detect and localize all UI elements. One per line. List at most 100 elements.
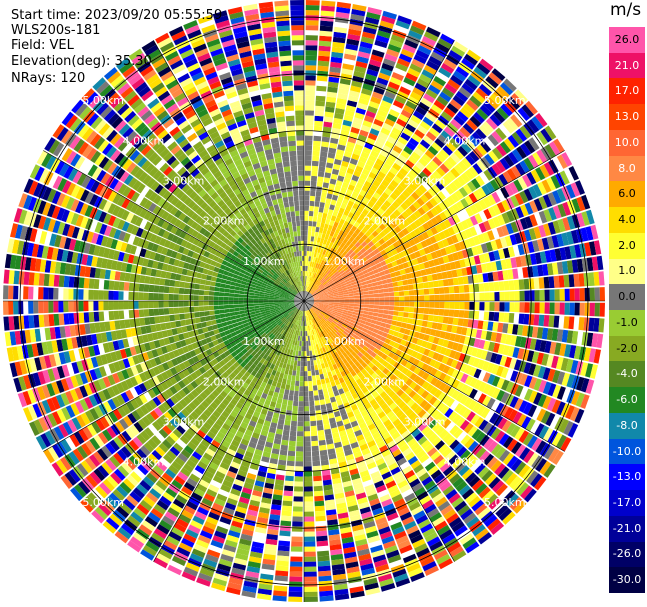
velocity-gate [449,99,462,110]
velocity-gate [233,293,240,298]
velocity-gate [366,68,379,77]
velocity-gate [225,316,232,322]
velocity-gate [128,291,134,300]
velocity-gate [305,291,308,297]
velocity-gate [389,76,402,86]
velocity-gate [318,40,332,47]
velocity-gate [538,224,547,238]
velocity-gate [317,247,322,254]
velocity-gate [482,232,491,243]
velocity-gate [425,112,437,123]
velocity-gate [524,290,530,301]
velocity-gate [364,192,373,200]
velocity-gate [313,297,319,299]
velocity-gate [546,177,557,191]
velocity-gate [524,202,534,215]
velocity-gate [249,202,257,210]
velocity-gate [394,225,402,234]
velocity-gate [343,177,351,184]
velocity-gate [388,81,400,91]
velocity-gate [168,301,174,308]
velocity-gate [214,117,225,127]
velocity-gate [386,113,398,123]
velocity-gate [476,264,483,274]
velocity-gate [179,101,192,111]
velocity-gate [256,216,263,223]
velocity-gate [293,231,298,237]
velocity-gate [322,290,328,294]
velocity-gate [298,266,301,272]
velocity-gate [295,266,298,272]
velocity-gate [170,321,177,329]
velocity-gate [449,294,455,301]
velocity-gate [309,200,315,207]
velocity-gate [544,289,550,301]
velocity-gate [467,74,481,87]
velocity-gate [317,171,325,178]
velocity-gate [378,131,389,141]
velocity-gate [389,296,395,301]
velocity-gate [439,264,447,272]
velocity-gate [535,167,546,181]
velocity-gate [383,200,392,208]
velocity-gate [328,147,337,154]
velocity-gate [461,142,472,154]
velocity-gate [390,221,398,229]
velocity-gate [458,86,472,99]
velocity-gate [596,255,604,271]
velocity-gate [366,267,373,273]
velocity-gate [108,311,115,321]
velocity-gate [480,263,488,273]
velocity-gate [392,281,399,287]
velocity-gate [358,231,365,238]
velocity-gate [383,269,390,275]
velocity-gate [304,275,306,281]
velocity-gate [291,278,295,284]
velocity-gate [215,19,230,29]
velocity-gate [220,34,234,43]
velocity-gate [568,274,575,288]
velocity-gate [103,290,109,300]
velocity-gate [277,240,283,246]
velocity-gate [418,289,425,295]
velocity-gate [308,276,311,282]
velocity-gate [400,150,411,159]
velocity-gate [373,248,380,255]
velocity-gate [329,220,335,227]
velocity-gate [489,292,495,301]
velocity-gate [212,52,225,62]
velocity-gate [494,176,504,189]
velocity-gate [226,91,238,100]
velocity-gate [233,301,239,305]
velocity-gate [320,259,325,266]
velocity-gate [321,187,328,193]
velocity-gate [408,155,418,165]
velocity-gate [414,188,424,197]
velocity-gate [538,277,545,289]
velocity-gate [547,221,556,235]
velocity-gate [258,155,267,163]
velocity-gate [212,135,222,145]
velocity-gate [246,80,259,88]
velocity-gate [426,219,435,229]
velocity-gate [63,313,70,325]
velocity-gate [98,290,104,300]
velocity-gate [416,242,424,250]
velocity-gate [336,274,342,280]
velocity-gate [311,165,319,172]
velocity-gate [483,252,491,263]
velocity-gate [393,188,402,197]
velocity-gate [319,25,333,32]
velocity-gate [430,251,438,260]
velocity-gate [410,271,417,279]
velocity-gate [43,314,50,327]
velocity-gate [282,243,287,250]
velocity-gate [301,286,303,292]
velocity-gate [346,141,356,149]
velocity-gate [505,258,513,269]
velocity-gate [113,291,119,300]
velocity-gate [330,215,337,222]
velocity-gate [334,281,340,286]
velocity-gate [305,10,320,16]
velocity-gate [330,199,337,206]
